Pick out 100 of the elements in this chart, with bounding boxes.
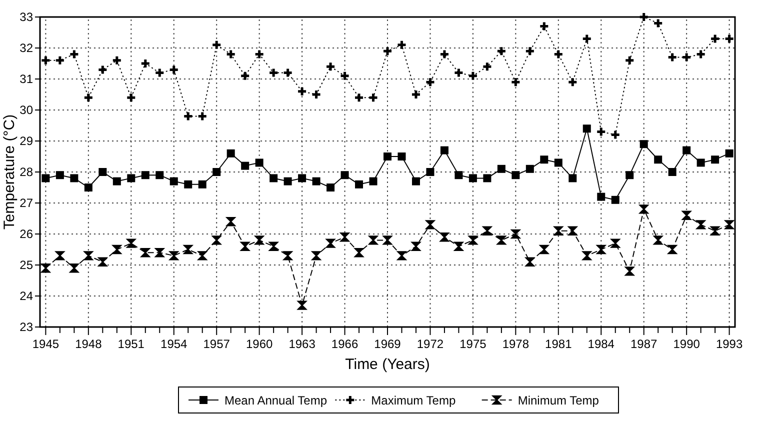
- legend-label: Maximum Temp: [371, 394, 456, 408]
- point: [497, 164, 506, 173]
- point: [70, 264, 79, 273]
- point: [724, 33, 735, 44]
- point: [640, 140, 648, 148]
- point: [198, 180, 206, 188]
- x-tick-label: 1963: [288, 337, 316, 351]
- point: [496, 46, 507, 56]
- y-tick-label: 29: [20, 134, 34, 148]
- point: [268, 68, 279, 78]
- point: [711, 156, 720, 164]
- point: [41, 264, 50, 273]
- x-tick-label: 1948: [75, 337, 102, 351]
- point: [126, 92, 136, 103]
- point: [283, 251, 292, 260]
- point: [540, 244, 549, 254]
- point: [297, 300, 307, 310]
- point: [97, 64, 108, 75]
- x-tick-label: 1951: [118, 337, 145, 351]
- point: [198, 251, 207, 260]
- point: [140, 58, 151, 69]
- point: [255, 158, 264, 167]
- point: [298, 174, 306, 182]
- x-tick-label: 1975: [460, 337, 487, 351]
- point: [226, 217, 236, 226]
- point: [284, 177, 292, 186]
- point: [354, 248, 364, 258]
- point: [511, 229, 520, 239]
- point: [56, 171, 64, 180]
- point: [340, 232, 350, 242]
- point: [155, 248, 164, 258]
- point: [610, 238, 620, 248]
- legend-label: Minimum Temp: [518, 394, 600, 408]
- point: [538, 21, 550, 32]
- point: [526, 164, 534, 173]
- point: [667, 52, 678, 63]
- point: [653, 236, 663, 245]
- y-tick-label: 25: [20, 258, 34, 272]
- point: [710, 33, 720, 44]
- point: [184, 180, 192, 188]
- point: [182, 110, 194, 122]
- point: [197, 110, 208, 122]
- point: [296, 86, 308, 97]
- point: [282, 68, 294, 78]
- point: [83, 92, 94, 103]
- point: [710, 226, 720, 236]
- point: [567, 76, 578, 88]
- x-tick-label: 1987: [630, 337, 658, 351]
- y-axis-title: Temperature (°C): [1, 114, 18, 230]
- point: [325, 61, 336, 72]
- point: [140, 248, 150, 258]
- point: [668, 244, 677, 254]
- point: [354, 92, 364, 103]
- y-tick-label: 27: [20, 196, 34, 210]
- y-tick-label: 31: [20, 72, 34, 86]
- point: [510, 76, 521, 88]
- point: [241, 162, 250, 170]
- point: [326, 238, 336, 248]
- point: [468, 174, 477, 182]
- x-tick-label: 1990: [673, 337, 700, 351]
- point: [369, 177, 378, 186]
- point: [311, 89, 322, 100]
- point: [141, 171, 150, 180]
- point: [681, 52, 692, 63]
- point: [639, 204, 648, 214]
- point: [42, 174, 50, 182]
- point: [482, 226, 492, 236]
- point: [112, 244, 122, 254]
- point: [98, 257, 108, 266]
- point: [424, 76, 436, 88]
- point: [597, 192, 606, 201]
- x-tick-label: 1984: [588, 337, 615, 351]
- point: [668, 168, 676, 176]
- x-tick-label: 1945: [32, 337, 60, 351]
- point: [340, 70, 350, 82]
- point: [98, 168, 107, 176]
- point: [582, 33, 592, 44]
- point: [170, 177, 178, 186]
- point: [696, 220, 706, 230]
- point: [454, 242, 464, 251]
- point: [553, 48, 564, 60]
- point: [40, 55, 51, 66]
- point: [84, 251, 94, 260]
- point: [126, 238, 136, 248]
- point: [240, 242, 250, 251]
- point: [382, 236, 392, 245]
- point: [496, 236, 506, 245]
- point: [554, 226, 563, 236]
- point: [184, 244, 193, 254]
- point: [368, 92, 379, 103]
- point: [468, 70, 478, 82]
- point: [54, 55, 66, 66]
- point: [68, 48, 80, 60]
- point: [168, 64, 180, 75]
- point: [127, 174, 136, 182]
- point: [696, 48, 706, 60]
- x-tick-label: 1978: [502, 337, 530, 351]
- point: [610, 130, 621, 140]
- point: [382, 46, 393, 56]
- point: [240, 70, 250, 82]
